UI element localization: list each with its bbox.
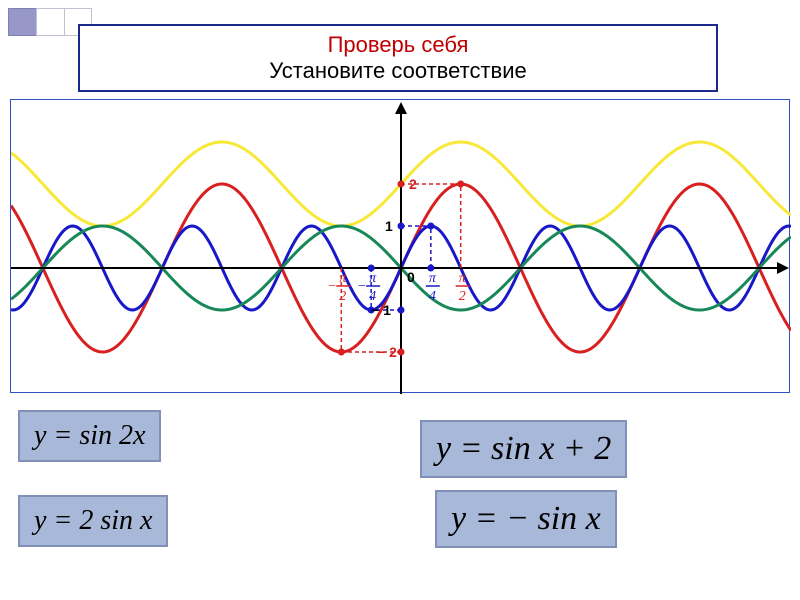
svg-text:2: 2 — [339, 289, 346, 304]
svg-text:1: 1 — [385, 218, 393, 234]
decor-square — [36, 8, 64, 36]
formula-neg-sinx[interactable]: y = − sin x — [435, 490, 617, 548]
formula-text: y = 2 sin x — [34, 505, 152, 536]
svg-text:4: 4 — [429, 289, 436, 304]
decor-square-accent — [8, 8, 36, 36]
svg-text:− 1: − 1 — [371, 302, 391, 318]
chart-frame: 01− 12− 2π4−π4π2−π2 — [10, 99, 790, 393]
svg-text:4: 4 — [369, 289, 376, 304]
header-subtitle: Установите соответствие — [80, 58, 716, 84]
svg-text:− 2: − 2 — [377, 344, 397, 360]
svg-text:π: π — [429, 271, 437, 286]
svg-text:2: 2 — [459, 289, 466, 304]
svg-text:0: 0 — [407, 269, 415, 285]
svg-text:π: π — [339, 271, 347, 286]
svg-text:π: π — [369, 271, 377, 286]
svg-text:π: π — [459, 271, 467, 286]
header-box: Проверь себя Установите соответствие — [78, 24, 718, 92]
svg-text:−: − — [327, 279, 336, 294]
formula-sinx-plus2[interactable]: y = sin x + 2 — [420, 420, 627, 478]
svg-text:2: 2 — [409, 176, 417, 192]
formula-text: y = sin 2x — [34, 420, 145, 451]
formula-sin2x[interactable]: y = sin 2x — [18, 410, 161, 462]
header-title: Проверь себя — [80, 32, 716, 58]
trig-chart: 01− 12− 2π4−π4π2−π2 — [11, 100, 791, 394]
formula-text: y = − sin x — [451, 500, 601, 537]
svg-text:−: − — [357, 279, 366, 294]
formula-text: y = sin x + 2 — [436, 430, 611, 467]
formula-2sinx[interactable]: y = 2 sin x — [18, 495, 168, 547]
